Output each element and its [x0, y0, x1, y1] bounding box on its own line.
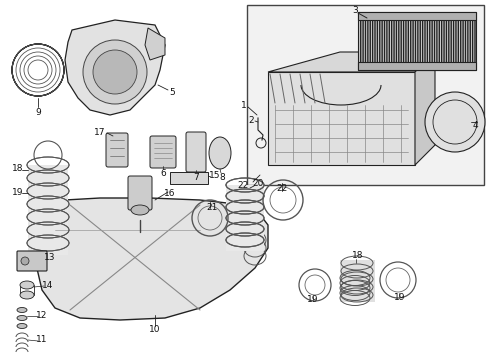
Polygon shape	[145, 28, 164, 60]
Polygon shape	[414, 52, 434, 165]
Text: 19: 19	[393, 292, 405, 302]
Text: 14: 14	[42, 280, 54, 289]
Circle shape	[93, 50, 137, 94]
Bar	[339, 260, 374, 302]
Bar	[357, 12, 475, 70]
Polygon shape	[267, 72, 414, 165]
Ellipse shape	[20, 281, 34, 289]
Text: 1: 1	[241, 100, 246, 109]
Text: 22: 22	[276, 184, 287, 193]
Bar	[357, 62, 475, 70]
FancyBboxPatch shape	[150, 136, 176, 168]
FancyBboxPatch shape	[106, 133, 128, 167]
Text: 16: 16	[164, 189, 175, 198]
Text: 18: 18	[351, 252, 363, 261]
Text: 8: 8	[219, 172, 224, 181]
Text: 9: 9	[35, 108, 41, 117]
Circle shape	[424, 92, 484, 152]
Circle shape	[21, 257, 29, 265]
Text: 7: 7	[193, 172, 199, 181]
Text: 17: 17	[94, 127, 105, 136]
Ellipse shape	[17, 307, 27, 312]
Ellipse shape	[208, 137, 230, 169]
Text: 20: 20	[252, 179, 263, 188]
Polygon shape	[65, 20, 164, 115]
Text: 6: 6	[160, 168, 165, 177]
Text: 12: 12	[36, 310, 48, 320]
Text: 15: 15	[209, 171, 220, 180]
Text: 22: 22	[237, 180, 248, 189]
Text: 19: 19	[306, 296, 318, 305]
Polygon shape	[267, 52, 434, 72]
Text: 18: 18	[12, 163, 24, 172]
Bar	[357, 12, 475, 20]
Ellipse shape	[17, 324, 27, 328]
Text: 13: 13	[44, 253, 56, 262]
Text: 11: 11	[36, 336, 48, 345]
Circle shape	[83, 40, 147, 104]
Text: 2: 2	[248, 116, 253, 125]
Ellipse shape	[17, 315, 27, 320]
Bar	[28, 165, 68, 255]
Text: 10: 10	[149, 325, 161, 334]
Text: 4: 4	[471, 121, 477, 130]
Text: 21: 21	[206, 202, 217, 212]
Ellipse shape	[20, 291, 34, 299]
FancyBboxPatch shape	[17, 251, 47, 271]
Ellipse shape	[131, 205, 149, 215]
Polygon shape	[35, 198, 267, 320]
FancyBboxPatch shape	[185, 132, 205, 172]
Text: 19: 19	[12, 188, 24, 197]
FancyBboxPatch shape	[128, 176, 152, 210]
Bar	[225, 185, 264, 251]
Bar	[170, 172, 207, 184]
Text: 3: 3	[351, 5, 357, 14]
Text: 5: 5	[169, 87, 175, 96]
Bar	[246, 5, 483, 185]
